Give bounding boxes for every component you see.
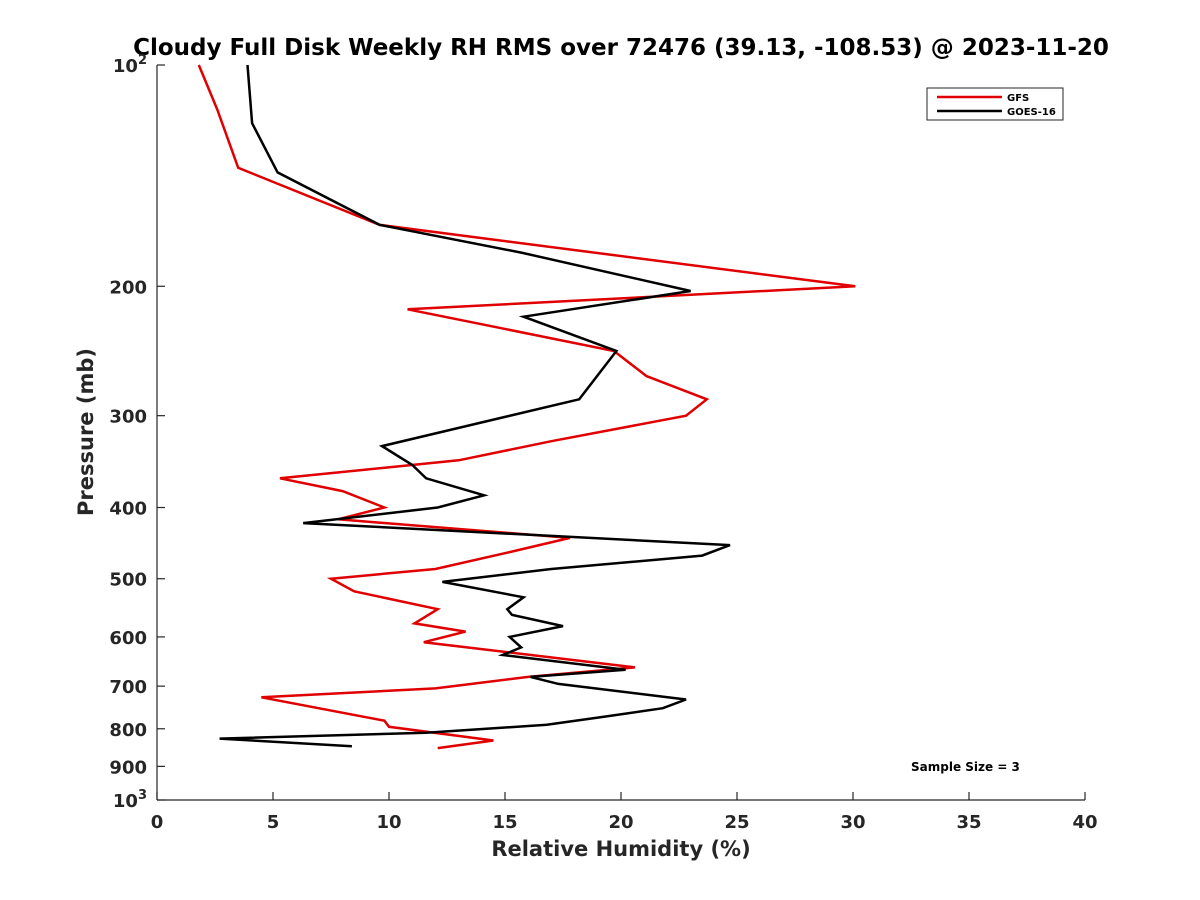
- y-tick-label: 700: [109, 677, 147, 698]
- x-tick-label: 30: [840, 812, 865, 833]
- y-tick-exponent: 2: [138, 53, 147, 68]
- legend-box: [926, 87, 1064, 121]
- y-axis-label: Pressure (mb): [74, 348, 98, 516]
- x-axis-label: Relative Humidity (%): [491, 837, 750, 861]
- y-tick-label: 300: [109, 407, 147, 428]
- x-tick-label: 25: [724, 812, 749, 833]
- x-tick-label: 15: [492, 812, 517, 833]
- y-tick-exponent: 3: [138, 788, 147, 803]
- y-tick-label: 103: [113, 788, 147, 812]
- chart-title: Cloudy Full Disk Weekly RH RMS over 7247…: [133, 35, 1109, 61]
- y-tick-label: 400: [109, 499, 147, 520]
- legend-label-gfs: GFS: [1007, 93, 1029, 104]
- series-lines: [197, 64, 856, 750]
- y-tick-base: 10: [113, 56, 138, 77]
- x-tick-label: 0: [151, 812, 164, 833]
- sample-size-annotation: Sample Size = 3: [911, 760, 1020, 774]
- y-tick-label: 900: [109, 757, 147, 778]
- x-tick-label: 35: [956, 812, 981, 833]
- y-tick-label: 500: [109, 570, 147, 591]
- legend: GFS GOES-16: [926, 87, 1064, 121]
- x-ticks: 0 5 10 15 20 25 30 35 40: [151, 792, 1098, 833]
- x-tick-label: 40: [1072, 812, 1097, 833]
- x-tick-label: 5: [267, 812, 280, 833]
- plot-area: 0 5 10 15 20 25 30 35 40 10220030040050060070080…: [109, 53, 1097, 833]
- series-line-gfs: [197, 64, 856, 750]
- x-tick-label: 10: [376, 812, 401, 833]
- y-tick-label: 600: [109, 628, 147, 649]
- legend-label-goes-16: GOES-16: [1007, 107, 1056, 118]
- y-tick-base: 10: [113, 791, 138, 812]
- y-tick-label: 200: [109, 277, 147, 298]
- series-line-goes-16: [219, 64, 731, 748]
- x-tick-label: 20: [608, 812, 633, 833]
- y-tick-label: 800: [109, 720, 147, 741]
- y-tick-label: 102: [113, 53, 147, 77]
